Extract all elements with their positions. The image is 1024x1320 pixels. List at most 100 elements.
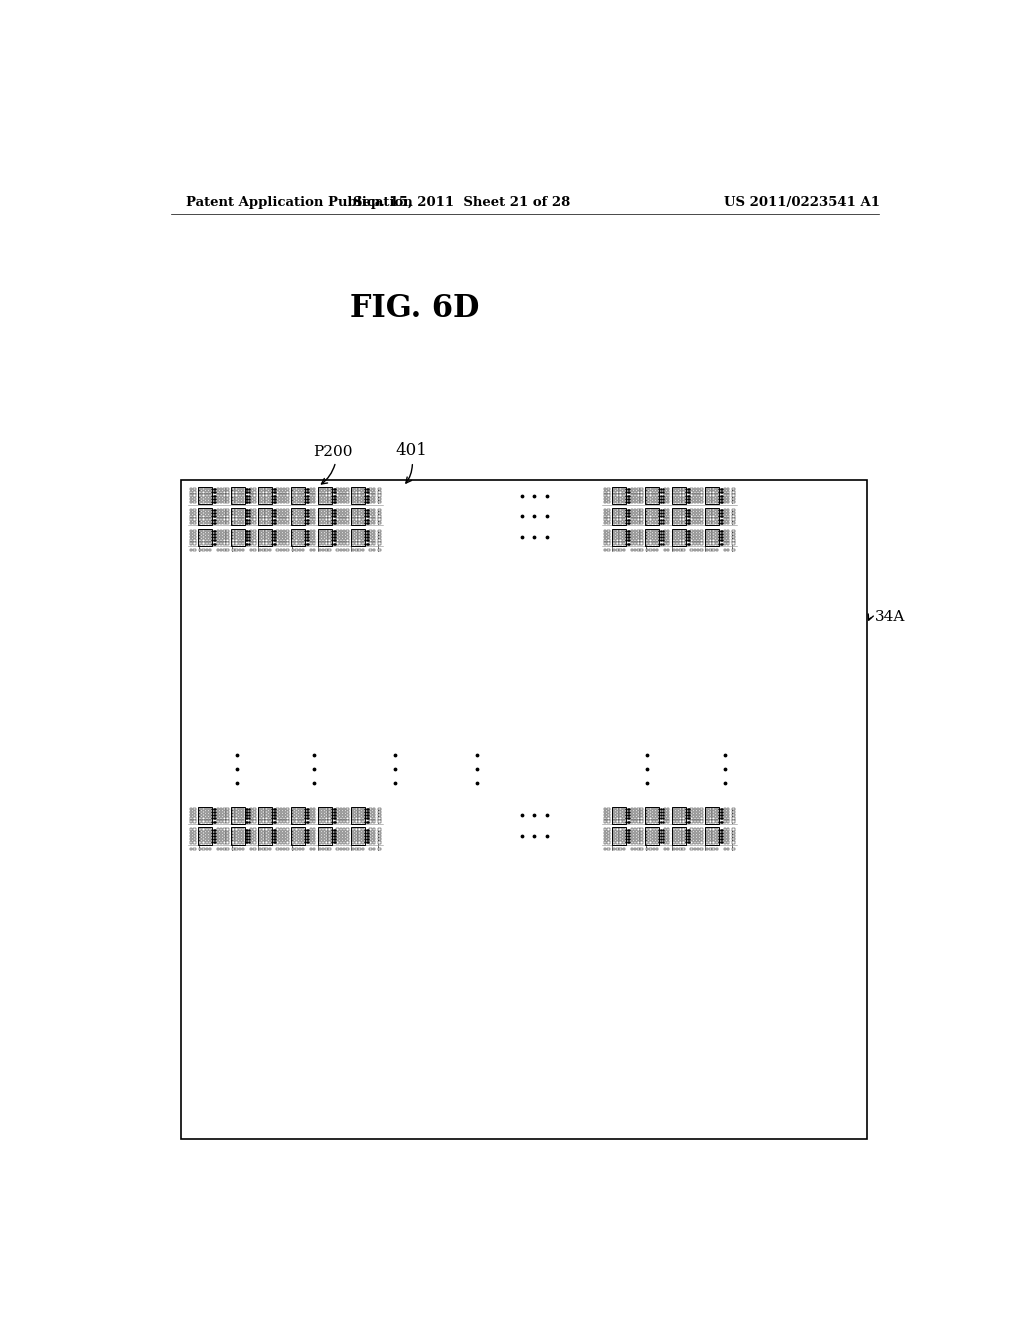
Bar — [220, 533, 222, 535]
Bar — [265, 536, 268, 539]
Bar — [634, 808, 636, 810]
Bar — [340, 808, 342, 810]
Bar — [280, 512, 283, 515]
Bar — [620, 847, 622, 850]
Bar — [607, 536, 609, 539]
Bar — [667, 498, 670, 500]
Bar — [732, 543, 735, 545]
Bar — [313, 529, 315, 532]
Bar — [664, 519, 667, 521]
Bar — [623, 821, 625, 822]
Bar — [322, 498, 325, 500]
Bar — [258, 828, 272, 845]
Bar — [343, 832, 345, 834]
Bar — [199, 808, 202, 810]
Bar — [223, 512, 225, 515]
Bar — [326, 498, 328, 500]
Bar — [667, 500, 670, 503]
Bar — [236, 529, 238, 532]
Bar — [287, 817, 289, 820]
Bar — [673, 829, 675, 830]
Bar — [346, 512, 348, 515]
Bar — [652, 821, 655, 822]
Bar — [220, 549, 222, 552]
Bar — [287, 495, 289, 496]
Bar — [280, 488, 283, 491]
Bar — [262, 500, 264, 503]
Bar — [682, 512, 685, 515]
Bar — [259, 512, 261, 515]
Bar — [616, 810, 618, 813]
Bar — [655, 540, 658, 541]
Bar — [317, 807, 332, 824]
Bar — [309, 540, 312, 541]
Bar — [287, 821, 289, 822]
Bar — [652, 500, 655, 503]
Bar — [620, 540, 622, 541]
Bar — [604, 521, 606, 524]
Bar — [302, 515, 304, 517]
Bar — [676, 847, 679, 850]
Bar — [242, 533, 245, 535]
Bar — [226, 500, 229, 503]
Bar — [239, 817, 241, 820]
Bar — [623, 808, 625, 810]
Bar — [693, 495, 696, 496]
Bar — [283, 832, 286, 834]
Bar — [667, 814, 670, 817]
Bar — [673, 810, 675, 813]
Bar — [336, 808, 339, 810]
Bar — [292, 841, 295, 843]
Bar — [203, 821, 205, 822]
Bar — [655, 832, 658, 834]
Bar — [612, 847, 615, 850]
Text: 34A: 34A — [876, 610, 905, 624]
Bar — [631, 808, 633, 810]
Bar — [370, 500, 372, 503]
Bar — [276, 834, 279, 837]
Bar — [679, 549, 682, 552]
Bar — [318, 808, 322, 810]
Bar — [352, 491, 354, 494]
Bar — [352, 498, 354, 500]
Bar — [727, 549, 729, 552]
Bar — [700, 847, 702, 850]
Bar — [697, 814, 699, 817]
Bar — [223, 529, 225, 532]
Bar — [199, 536, 202, 539]
Bar — [616, 841, 618, 843]
Bar — [253, 512, 256, 515]
Bar — [649, 533, 651, 535]
Bar — [370, 814, 372, 817]
Bar — [302, 508, 304, 511]
Bar — [361, 491, 365, 494]
Bar — [232, 491, 234, 494]
Bar — [664, 821, 667, 822]
Bar — [194, 515, 196, 517]
Bar — [199, 521, 202, 524]
Bar — [634, 536, 636, 539]
Bar — [326, 488, 328, 491]
Bar — [604, 498, 606, 500]
Bar — [361, 838, 365, 841]
Bar — [276, 521, 279, 524]
Bar — [379, 498, 381, 500]
Bar — [700, 841, 702, 843]
Bar — [379, 500, 381, 503]
Bar — [697, 847, 699, 850]
Bar — [322, 549, 325, 552]
Bar — [724, 495, 726, 496]
Bar — [616, 519, 618, 521]
Bar — [373, 498, 375, 500]
Bar — [313, 838, 315, 841]
Bar — [268, 540, 271, 541]
Bar — [620, 491, 622, 494]
Bar — [343, 821, 345, 822]
Bar — [676, 821, 679, 822]
Bar — [239, 515, 241, 517]
Bar — [295, 832, 298, 834]
Bar — [607, 500, 609, 503]
Bar — [299, 838, 301, 841]
Bar — [700, 491, 702, 494]
Bar — [239, 495, 241, 496]
